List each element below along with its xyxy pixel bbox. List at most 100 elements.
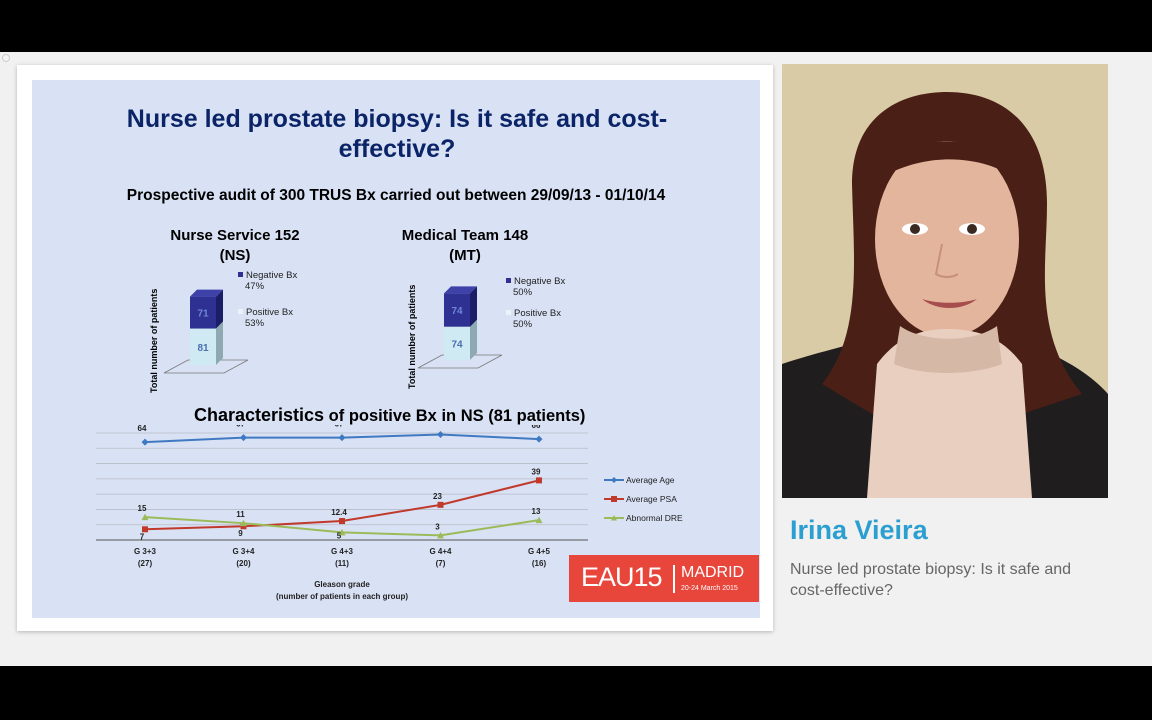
characteristics-title-word: Characteristics <box>194 405 325 425</box>
data-label: 9 <box>238 529 243 538</box>
presentation-slide: Nurse led prostate biopsy: Is it safe an… <box>32 80 760 618</box>
data-point <box>338 528 346 536</box>
ns-positive-value: 81 <box>197 343 209 354</box>
mt-stacked-bar-chart: 74 74 <box>417 286 503 369</box>
legend-label: Average PSA <box>626 494 677 504</box>
data-point <box>536 477 542 484</box>
ns-negative-bar-side <box>216 289 223 329</box>
data-point <box>142 526 148 533</box>
x-tick-label: G 4+5 <box>528 547 551 556</box>
mt-legend-negative-label: Negative Bx <box>514 276 566 287</box>
ns-y-axis-label: Total number of patients <box>149 288 159 393</box>
speaker-video <box>782 64 1108 498</box>
data-label: 7 <box>140 532 145 541</box>
ns-heading-line-1: Nurse Service 152 <box>170 227 300 244</box>
data-point <box>141 513 149 521</box>
data-point <box>535 516 543 524</box>
mt-positive-bar-side <box>470 319 477 360</box>
x-tick-label: G 4+3 <box>331 547 354 556</box>
data-point <box>437 431 444 439</box>
data-label: 39 <box>532 467 541 476</box>
eau15-madrid-logo: EAU15 MADRID 20-24 March 2015 <box>569 555 759 602</box>
x-tick-count: (11) <box>335 559 349 568</box>
data-point <box>437 531 444 539</box>
ns-negative-value: 71 <box>197 309 209 320</box>
ns-legend-positive-swatch <box>238 309 243 314</box>
data-label: 11 <box>236 510 245 519</box>
slide-title-line-2: effective? <box>338 135 456 163</box>
mt-legend-positive-swatch <box>506 310 511 315</box>
legend-label: Average Age <box>626 475 675 485</box>
logo-city: MADRID <box>681 564 745 581</box>
legend-marker <box>611 477 617 483</box>
mt-negative-bar-side <box>470 286 477 327</box>
ns-positive-bar-side <box>216 321 223 365</box>
mt-legend-positive-label: Positive Bx <box>514 308 561 319</box>
ns-legend-positive: Positive Bx 53% <box>238 307 293 329</box>
mt-positive-bar <box>444 326 470 360</box>
x-tick-label: G 3+4 <box>232 547 255 556</box>
ns-stacked-bar-chart: 81 71 <box>163 289 249 374</box>
data-label: 66 <box>532 425 541 430</box>
mt-bar-floor <box>417 354 503 369</box>
ns-heading-line-2: (NS) <box>219 247 251 264</box>
slide-title: Nurse led prostate biopsy: Is it safe an… <box>52 104 742 164</box>
x-tick-label: G 3+3 <box>134 547 157 556</box>
slide-title-line-1: Nurse led prostate biopsy: Is it safe an… <box>126 105 668 133</box>
x-tick-count: (27) <box>138 559 153 568</box>
ns-negative-bar <box>190 296 216 329</box>
scroll-indicator <box>2 54 10 62</box>
mt-heading-line-1: Medical Team 148 <box>401 227 529 244</box>
data-point <box>240 523 247 530</box>
data-label: 15 <box>138 504 147 513</box>
legend-label: Abnormal DRE <box>626 513 683 523</box>
x-axis-subtitle: (number of patients in each group) <box>276 592 408 601</box>
mt-heading: Medical Team 148 (MT) <box>380 226 550 266</box>
speaker-name: Irina Vieira <box>790 515 928 545</box>
x-tick-count: (16) <box>532 559 547 568</box>
mt-legend-negative-pct: 50% <box>513 287 533 298</box>
data-point <box>339 518 345 525</box>
x-tick-count: (7) <box>436 559 446 568</box>
mt-negative-bar <box>444 293 470 327</box>
data-label: 3 <box>435 522 440 531</box>
mt-negative-value: 74 <box>451 306 463 317</box>
ns-legend-negative-swatch <box>238 272 243 277</box>
x-axis-title: Gleason grade <box>314 580 370 589</box>
ns-legend-negative-pct: 47% <box>245 281 265 292</box>
mt-legend-negative-swatch <box>506 278 511 283</box>
talk-title: Nurse led prostate biopsy: Is it safe an… <box>790 561 1072 599</box>
audit-subtitle: Prospective audit of 300 TRUS Bx carried… <box>126 187 666 204</box>
data-label: 12.4 <box>331 508 347 517</box>
data-point <box>240 519 247 527</box>
data-label: 67 <box>335 425 344 429</box>
data-label: 13 <box>532 507 541 516</box>
ns-positive-bar <box>190 328 216 365</box>
mt-positive-value: 74 <box>451 339 463 350</box>
characteristics-title: Characteristics of positive Bx in NS (81… <box>194 405 585 426</box>
x-tick-count: (20) <box>236 559 251 568</box>
logo-eau: EAU15 <box>581 562 663 592</box>
characteristics-title-rest: of positive Bx in NS (81 patients) <box>328 407 586 425</box>
data-label: 69 <box>433 425 442 426</box>
logo-dates: 20-24 March 2015 <box>681 585 738 592</box>
ns-legend-positive-label: Positive Bx <box>246 307 293 318</box>
ns-legend-negative: Negative Bx 47% <box>238 270 297 292</box>
characteristics-line-chart: G 3+3 (27) G 3+4 (20) G 4+3 (11) G 4+4 (7) G 4+5… <box>96 425 683 601</box>
data-point <box>141 438 149 446</box>
data-point <box>240 434 247 442</box>
legend-marker <box>611 496 617 502</box>
mt-legend-positive-pct: 50% <box>513 319 533 330</box>
x-tick-label: G 4+4 <box>429 547 452 556</box>
data-label: 67 <box>236 425 245 429</box>
data-point <box>338 434 346 442</box>
ns-bar-floor <box>163 359 249 374</box>
ns-heading: Nurse Service 152 (NS) <box>150 226 320 266</box>
speaker-photo <box>782 64 1108 498</box>
mt-legend-negative: Negative Bx 50% <box>506 276 565 298</box>
slide-frame: Nurse led prostate biopsy: Is it safe an… <box>17 65 773 631</box>
logo-divider <box>673 565 675 593</box>
data-point <box>437 501 444 508</box>
data-label: 23 <box>433 492 442 501</box>
mt-heading-line-2: (MT) <box>449 247 481 264</box>
